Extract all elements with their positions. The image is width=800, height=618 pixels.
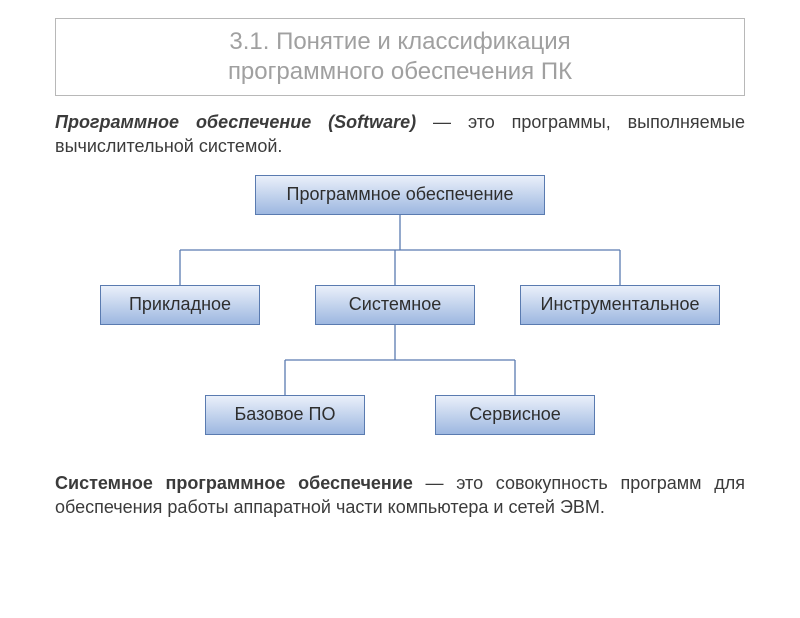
title-line-1: 3.1. Понятие и классификация xyxy=(229,28,570,55)
diagram-node-app: Прикладное xyxy=(100,285,260,325)
definition-paren: (Software) xyxy=(328,112,416,132)
slide-title: 3.1. Понятие и классификация программног… xyxy=(55,18,745,96)
diagram-node-instr: Инструментальное xyxy=(520,285,720,325)
diagram-node-base: Базовое ПО xyxy=(205,395,365,435)
software-classification-diagram: Программное обеспечение Прикладное Системн… xyxy=(80,175,720,455)
diagram-node-root: Программное обеспечение xyxy=(255,175,545,215)
diagram-node-serv: Сервисное xyxy=(435,395,595,435)
title-line-2: программного обеспечения ПК xyxy=(228,58,572,85)
definition-software: Программное обеспечение (Software) — это… xyxy=(55,110,745,159)
diagram-node-sys: Системное xyxy=(315,285,475,325)
definition-lead: Программное обеспечение xyxy=(55,112,311,132)
definition2-lead: Системное программное обеспечение xyxy=(55,473,413,493)
definition-system-software: Системное программное обеспечение — это … xyxy=(55,471,745,520)
